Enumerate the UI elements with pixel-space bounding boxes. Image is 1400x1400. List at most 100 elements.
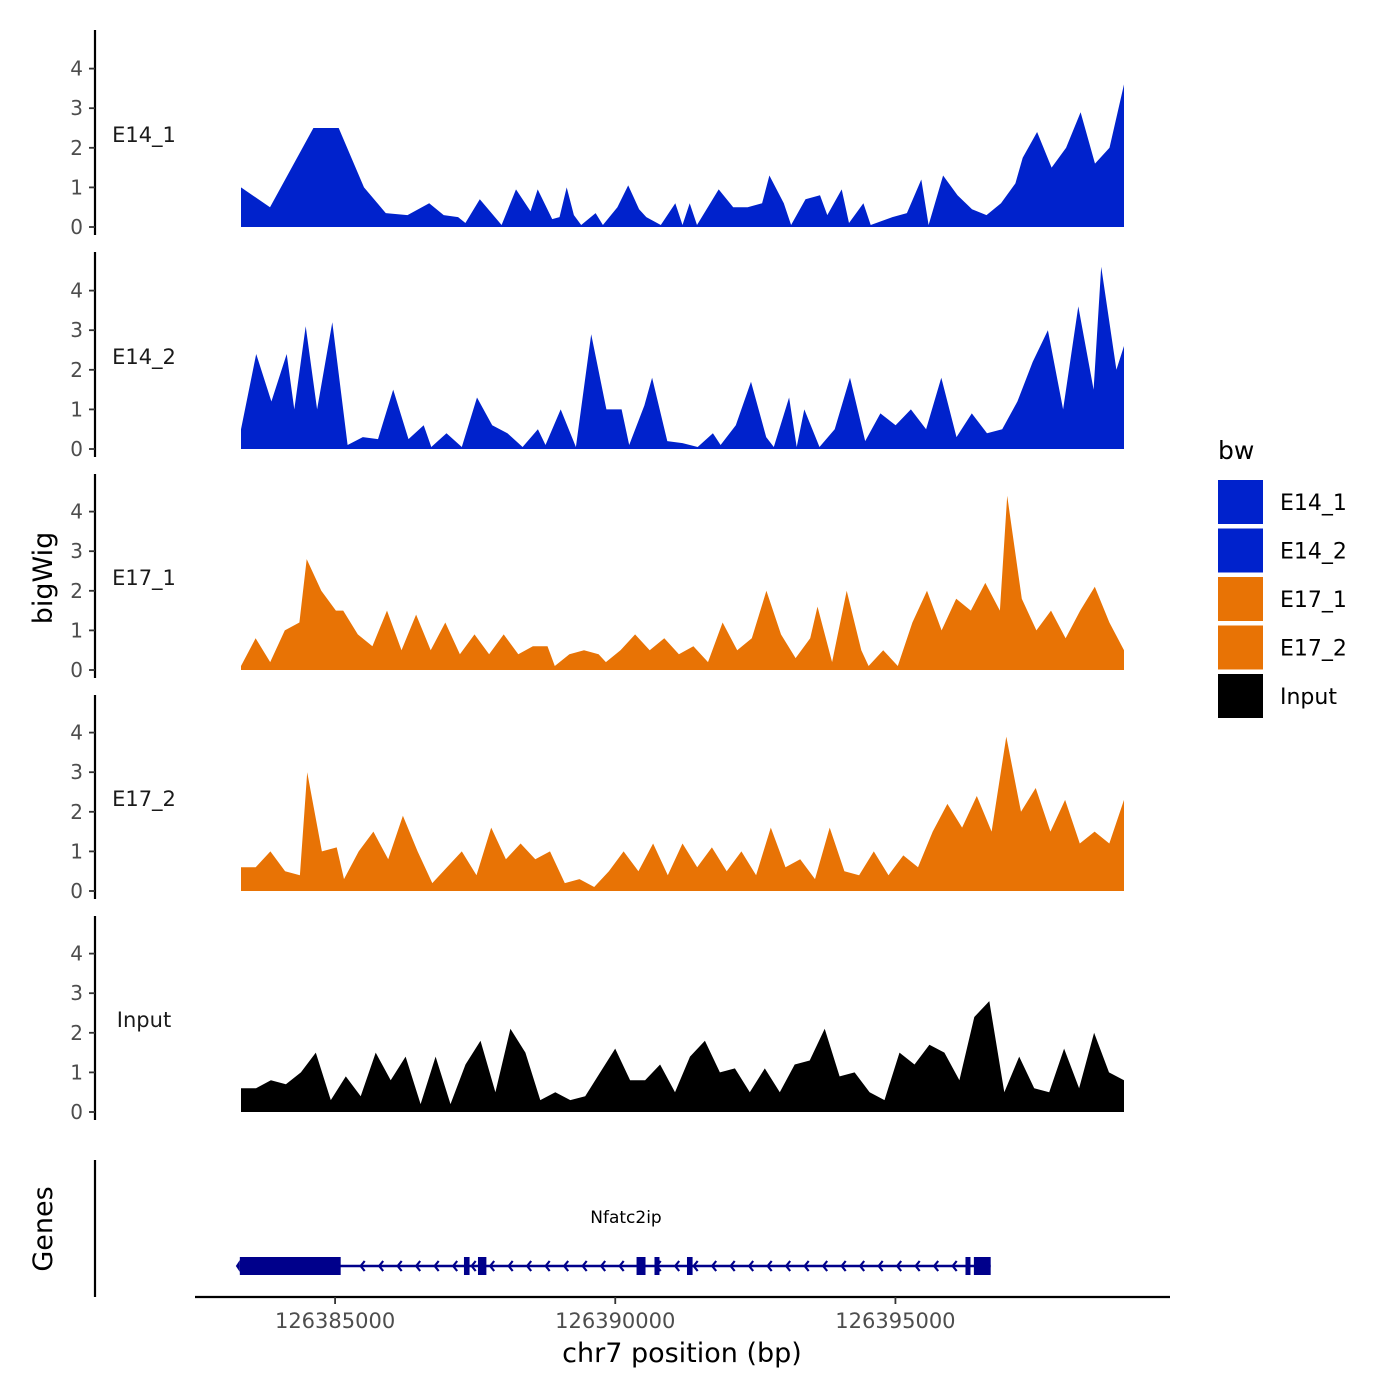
track-label: E14_1 [112, 123, 176, 148]
strand-arrow [396, 1260, 403, 1272]
y-tick-label: 0 [70, 1100, 83, 1124]
track-label: E17_1 [112, 566, 176, 591]
track-e14-2: 0 1 2 3 4 E14_2 [70, 252, 1124, 461]
legend-item: E17_1 [1218, 577, 1347, 621]
genes-axis-title: Genes [28, 1186, 59, 1271]
strand-arrow [470, 1260, 477, 1272]
strand-arrow [803, 1260, 810, 1272]
legend: bw E14_1 E14_2 E17_1 E17_2 Input [1218, 436, 1347, 718]
coverage-area [241, 84, 1124, 228]
y-tick-label: 4 [70, 279, 83, 303]
legend-label: E17_1 [1280, 588, 1347, 613]
strand-arrow [414, 1260, 422, 1272]
strand-arrow [507, 1260, 514, 1272]
strand-arrow [747, 1260, 755, 1272]
strand-arrow [692, 1260, 699, 1272]
legend-label: E14_1 [1280, 491, 1347, 516]
strand-arrow [895, 1260, 903, 1272]
strand-arrow [581, 1260, 588, 1272]
y-tick-label: 1 [70, 175, 83, 199]
legend-item: Input [1218, 674, 1337, 718]
track-label: Input [117, 1008, 171, 1032]
y-tick-label: 3 [70, 539, 83, 563]
legend-swatch [1218, 528, 1263, 573]
track-e17-1: 0 1 2 3 4 E17_1 [70, 474, 1124, 682]
y-tick-label: 2 [70, 358, 83, 382]
y-tick-label: 3 [70, 96, 83, 120]
strand-arrow [858, 1260, 866, 1272]
track-e17-2: 0 1 2 3 4 E17_2 [70, 695, 1124, 903]
legend-swatch [1218, 577, 1263, 621]
exon [463, 1257, 470, 1275]
y-tick-label: 1 [70, 839, 83, 863]
y-tick-label: 4 [70, 721, 83, 745]
exon [636, 1257, 646, 1275]
x-axis: 126385000 126390000 126395000 [195, 1295, 1170, 1333]
x-tick-label: 126385000 [275, 1309, 395, 1333]
legend-item: E17_2 [1218, 625, 1347, 670]
y-tick-label: 3 [70, 760, 83, 784]
y-tick-label: 0 [70, 437, 83, 461]
strand-arrow [932, 1260, 940, 1272]
strand-arrow [766, 1260, 773, 1272]
y-tick-label: 4 [70, 942, 83, 966]
legend-label: E17_2 [1280, 637, 1347, 662]
strand-arrow [729, 1260, 736, 1272]
y-tick-label: 2 [70, 1021, 83, 1045]
strand-arrow [673, 1260, 681, 1272]
x-axis-title: chr7 position (bp) [562, 1338, 802, 1369]
exon [965, 1257, 971, 1275]
strand-arrow [877, 1260, 884, 1272]
strand-arrow [599, 1260, 607, 1272]
y-axis-title: bigWig [28, 532, 59, 625]
strand-arrow [544, 1260, 551, 1272]
strand-arrow [488, 1260, 496, 1272]
track-input: 0 1 2 3 4 Input [70, 916, 1124, 1124]
strand-arrow [951, 1260, 958, 1272]
coverage-area [241, 495, 1124, 670]
strand-arrow [821, 1260, 829, 1272]
exon [654, 1257, 660, 1275]
legend-item: E14_1 [1218, 480, 1347, 524]
coverage-area [241, 736, 1124, 891]
gene-name-label: Nfatc2ip [590, 1208, 661, 1228]
track-label: E14_2 [112, 345, 176, 370]
y-tick-label: 4 [70, 57, 83, 81]
strand-arrow [525, 1260, 533, 1272]
strand-arrow [377, 1260, 385, 1272]
coverage-area [241, 266, 1124, 449]
strand-arrow [451, 1260, 459, 1272]
strand-arrow [784, 1260, 792, 1272]
strand-arrow [618, 1260, 625, 1272]
coverage-tracks: 0 1 2 3 4 E14_1 0 1 2 3 4 E14_2 0 1 2 3 4 E17_1 0 1 2 3 4 E17_2… [70, 30, 1124, 1124]
y-tick-label: 1 [70, 397, 83, 421]
legend-label: Input [1280, 685, 1337, 710]
exon [973, 1257, 991, 1275]
strand-arrow [433, 1260, 440, 1272]
y-tick-label: 0 [70, 215, 83, 239]
legend-item: E14_2 [1218, 528, 1347, 573]
y-tick-label: 0 [70, 658, 83, 682]
y-tick-label: 1 [70, 618, 83, 642]
y-tick-label: 2 [70, 136, 83, 160]
strand-arrow [359, 1260, 366, 1272]
strand-arrow [710, 1260, 718, 1272]
x-tick-label: 126390000 [555, 1309, 675, 1333]
exon [239, 1257, 341, 1275]
y-tick-label: 4 [70, 500, 83, 524]
strand-arrow [562, 1260, 570, 1272]
y-tick-label: 2 [70, 579, 83, 603]
legend-swatch [1218, 480, 1263, 524]
legend-label: E14_2 [1280, 540, 1347, 565]
exon [477, 1257, 487, 1275]
y-tick-label: 3 [70, 981, 83, 1005]
track-e14-1: 0 1 2 3 4 E14_1 [70, 30, 1124, 239]
legend-swatch [1218, 625, 1263, 670]
strand-arrow [914, 1260, 921, 1272]
track-label: E17_2 [112, 787, 176, 812]
exon [686, 1257, 693, 1275]
legend-title: bw [1218, 436, 1254, 465]
y-tick-label: 2 [70, 800, 83, 824]
y-tick-label: 3 [70, 318, 83, 342]
